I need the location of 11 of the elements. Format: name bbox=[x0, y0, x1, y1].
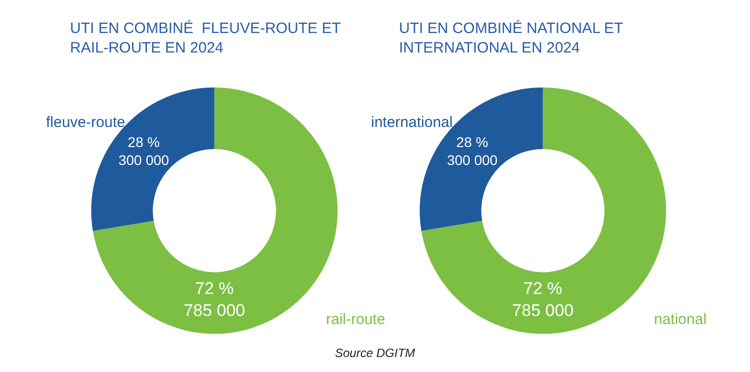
chart-title: UTI EN COMBINÉ NATIONAL ET INTERNATIONAL EN 2024 bbox=[399, 19, 624, 56]
chart-title: UTI EN COMBINÉ FLEUVE-ROUTE ET RAIL-ROUTE EN 2024 bbox=[70, 19, 341, 56]
slice-label: fleuve-route bbox=[46, 114, 126, 131]
data-label: 28 % 300 000 bbox=[118, 134, 170, 168]
source-note: Source DGITM bbox=[335, 346, 416, 360]
slice-label: national bbox=[654, 311, 707, 328]
data-label: 72 % 785 000 bbox=[184, 279, 246, 320]
slice-label: international bbox=[371, 114, 453, 131]
data-label: 28 % 300 000 bbox=[446, 134, 498, 168]
data-label: 72 % 785 000 bbox=[512, 279, 574, 320]
slice-label: rail-route bbox=[326, 311, 386, 328]
